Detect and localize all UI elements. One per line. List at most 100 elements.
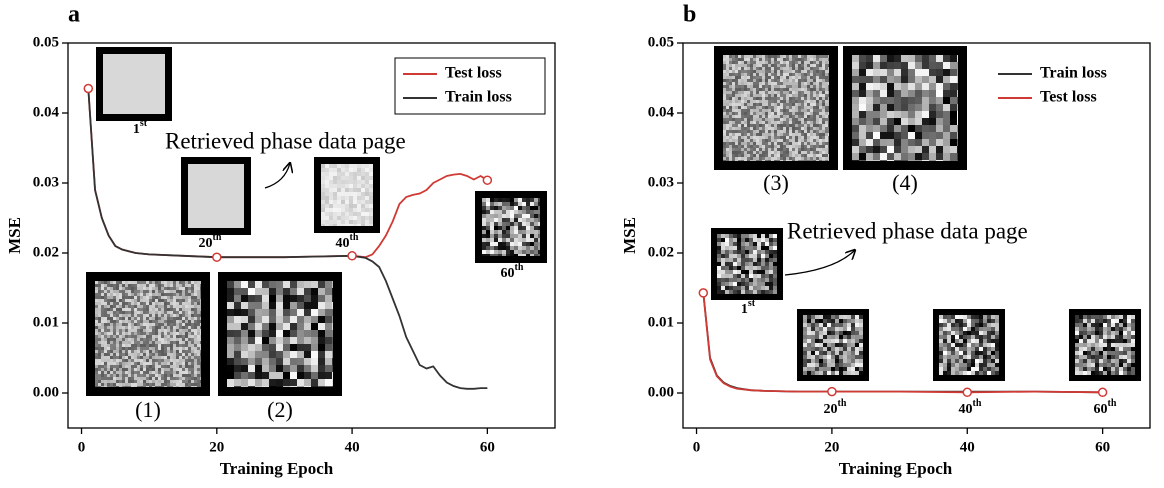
inset-pixel — [241, 295, 248, 302]
inset-pixel — [167, 293, 170, 296]
inset-pixel — [726, 91, 729, 94]
inset-pixel — [786, 142, 789, 145]
point-marker — [213, 253, 221, 261]
inset-pixel — [176, 281, 179, 284]
inset-pixel — [311, 288, 318, 295]
inset-pixel — [290, 302, 297, 309]
inset-pixel — [170, 287, 173, 290]
inset-pixel — [825, 76, 828, 79]
inset-pixel — [774, 145, 777, 148]
inset-pixel — [494, 242, 498, 246]
inset-pixel — [164, 368, 167, 371]
inset-pixel — [1123, 339, 1127, 343]
inset-pixel — [819, 127, 822, 130]
inset-pixel — [843, 359, 847, 363]
inset-pixel — [494, 222, 498, 226]
inset-pixel — [143, 338, 146, 341]
inset-pixel — [983, 363, 987, 367]
inset-pixel — [530, 234, 534, 238]
inset-pixel — [963, 347, 967, 351]
inset-pixel — [170, 383, 173, 386]
inset-pixel — [971, 371, 975, 375]
inset-pixel — [859, 104, 866, 111]
inset-pixel — [514, 214, 518, 218]
inset-pixel — [241, 288, 248, 295]
inset-pixel — [939, 319, 943, 323]
inset-pixel — [122, 320, 125, 323]
inset-pixel — [200, 350, 201, 353]
inset-pixel — [164, 374, 167, 377]
inset-pixel — [774, 88, 777, 91]
inset-pixel — [777, 121, 780, 124]
inset-pixel — [929, 55, 936, 62]
inset-pixel — [128, 359, 131, 362]
inset-pixel — [735, 70, 738, 73]
inset-pixel — [188, 329, 191, 332]
inset-pixel — [119, 368, 122, 371]
inset-pixel — [753, 250, 757, 254]
inset-pixel — [227, 323, 234, 330]
inset-pixel — [1131, 339, 1135, 343]
inset-pixel — [227, 344, 234, 351]
inset-pixel — [161, 341, 164, 344]
inset-pixel — [297, 351, 304, 358]
inset-pixel — [771, 127, 774, 130]
inset-pixel — [792, 118, 795, 121]
inset-pixel — [179, 386, 182, 387]
inset-pixel — [125, 281, 128, 284]
inset-pixel — [744, 85, 747, 88]
inset-pixel — [813, 70, 816, 73]
inset-pixel — [161, 284, 164, 287]
inset-pixel — [750, 154, 753, 157]
inset-pixel — [761, 262, 765, 266]
inset-pixel — [131, 302, 134, 305]
inset-pixel — [813, 61, 816, 64]
inset-pixel — [768, 100, 771, 103]
inset-pixel — [1111, 343, 1115, 347]
inset-pixel — [137, 374, 140, 377]
inset-pixel — [723, 103, 726, 106]
inset-pixel — [1083, 371, 1087, 375]
inset-pixel — [1099, 339, 1103, 343]
inset-pixel — [804, 106, 807, 109]
inset-pixel — [122, 380, 125, 383]
inset-pixel — [761, 290, 765, 294]
inset-pixel — [765, 103, 768, 106]
inset-pixel — [991, 331, 995, 335]
inset-pixel — [801, 136, 804, 139]
inset-pixel — [995, 359, 999, 363]
inset-pixel — [759, 73, 762, 76]
inset-pixel — [182, 329, 185, 332]
inset-pixel — [182, 305, 185, 308]
inset-pixel — [908, 97, 915, 104]
inset-pixel — [530, 214, 534, 218]
inset-pixel — [723, 55, 726, 58]
inset-pixel — [827, 343, 831, 347]
inset-pixel — [957, 132, 958, 139]
inset-pixel — [95, 311, 98, 314]
inset-pixel — [486, 254, 490, 256]
inset-pixel — [304, 372, 311, 379]
inset-pixel — [140, 386, 143, 387]
inset-pixel — [987, 359, 991, 363]
inset-pixel — [798, 64, 801, 67]
inset-pixel — [510, 242, 514, 246]
inset-pixel — [819, 351, 823, 355]
inset-pixel — [486, 250, 490, 254]
inset-pixel — [95, 362, 98, 365]
inset-pixel — [1095, 347, 1099, 351]
inset-pixel — [332, 330, 333, 337]
inset-pixel — [149, 326, 152, 329]
inset-pixel — [122, 356, 125, 359]
inset-pixel — [522, 230, 526, 234]
inset-pixel — [887, 69, 894, 76]
inset-pixel — [522, 250, 526, 254]
inset-pixel — [345, 176, 349, 180]
inset-pixel — [971, 327, 975, 331]
inset-pixel — [908, 83, 915, 90]
inset-pixel — [134, 353, 137, 356]
inset-pixel — [1107, 343, 1111, 347]
inset-pixel — [847, 327, 851, 331]
inset-pixel — [807, 319, 811, 323]
inset-pixel — [188, 317, 191, 320]
